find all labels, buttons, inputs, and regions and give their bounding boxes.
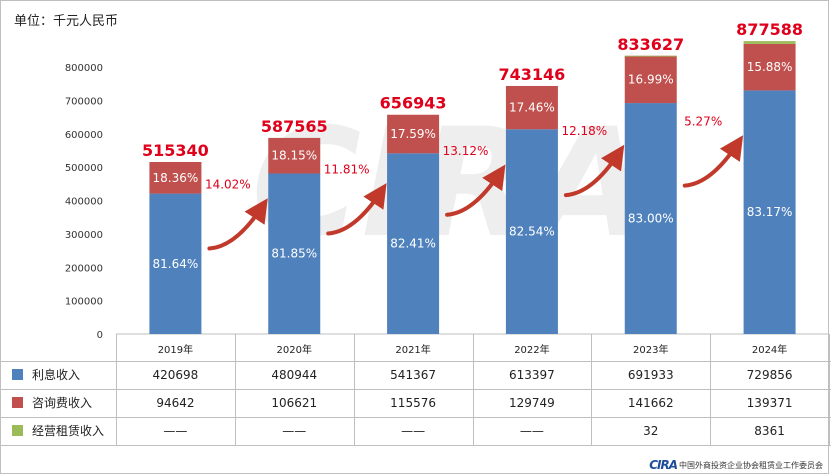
total-label: 877588 [736,20,803,39]
table-cell: 141662 [628,396,674,410]
table-cell: 129749 [509,396,555,410]
y-tick-label: 600000 [65,130,103,141]
share-label: 16.99% [628,72,674,86]
x-tick-label: 2021年 [395,343,430,356]
x-tick-label: 2020年 [277,343,312,356]
total-label: 833627 [617,35,684,54]
growth-label: 13.12% [443,144,489,158]
total-label: 656943 [380,94,447,113]
bar-segment [387,153,440,334]
bar-segment [624,55,677,104]
bar-segment [268,173,321,334]
y-tick-label: 0 [97,330,103,341]
table-cell: 420698 [153,368,199,382]
x-tick-label: 2024年 [752,343,787,356]
growth-label: 12.18% [561,124,607,138]
x-tick-label: 2023年 [633,343,668,356]
table-cell: 541367 [390,368,436,382]
bar-segment [149,162,202,194]
share-label: 83.00% [628,212,674,226]
table-cell: 32 [643,424,658,438]
growth-arrow [326,183,387,236]
table-cell: —— [163,424,187,438]
growth-label: 5.27% [684,115,722,129]
bar-segment [624,55,677,57]
table-cell: —— [282,424,306,438]
bar-segment [505,85,558,130]
share-label: 82.41% [390,237,436,251]
y-tick-label: 700000 [65,96,103,107]
share-label: 81.64% [153,257,199,271]
share-label: 17.59% [390,127,436,141]
table-cell: —— [520,424,544,438]
y-tick-label: 300000 [65,230,103,241]
bar-segment [268,137,321,174]
x-tick-label: 2019年 [158,343,193,356]
bar-segment [149,193,202,334]
share-label: 17.46% [509,101,555,115]
legend-swatch [12,397,23,408]
table-cell: 139371 [747,396,793,410]
table-cell: 480944 [271,368,317,382]
total-label: 515340 [142,141,209,160]
legend-label: 咨询费收入 [32,395,92,410]
table-cell: 115576 [390,396,436,410]
share-label: 82.54% [509,225,555,239]
cira-logo: CIRA [649,458,678,472]
legend-label: 利息收入 [32,367,80,382]
growth-label: 11.81% [324,162,370,176]
table-cell: 94642 [156,396,194,410]
share-label: 81.85% [271,247,317,261]
share-label: 15.88% [747,60,793,74]
bar-segment [743,90,796,335]
growth-label: 14.02% [205,178,251,192]
y-tick-label: 500000 [65,163,103,174]
bar-segment [387,114,440,154]
bar-segment [743,43,796,91]
unit-label: 单位：千元人民币 [14,14,119,29]
footer-org: 中国外商投资企业协会租赁业工作委员会 [679,460,823,470]
legend-swatch [12,425,23,436]
growth-arrow [207,198,268,251]
legend-swatch [12,369,23,380]
share-label: 83.17% [747,205,793,219]
share-label: 18.36% [153,171,199,185]
total-label: 587565 [261,117,328,136]
y-tick-label: 400000 [65,197,103,208]
growth-arrow [563,144,625,198]
bar-segment [743,41,796,44]
y-tick-label: 800000 [65,63,103,74]
y-tick-label: 100000 [65,297,103,308]
table-cell: 729856 [747,368,793,382]
table-cell: —— [401,424,425,438]
bar-segment [624,103,677,335]
table-cell: 613397 [509,368,555,382]
y-tick-label: 200000 [65,263,103,274]
table-cell: 691933 [628,368,674,382]
table-cell: 106621 [271,396,317,410]
table-cell: 8361 [754,424,785,438]
growth-arrow [445,164,506,217]
total-label: 743146 [499,65,566,84]
footer-brand: CIRA 中国外商投资企业协会租赁业工作委员会 [649,458,823,472]
growth-arrow [682,135,744,188]
legend-label: 经营租赁收入 [32,424,104,438]
bar-segment [505,129,558,334]
share-label: 18.15% [271,149,317,163]
x-tick-label: 2022年 [514,343,549,356]
